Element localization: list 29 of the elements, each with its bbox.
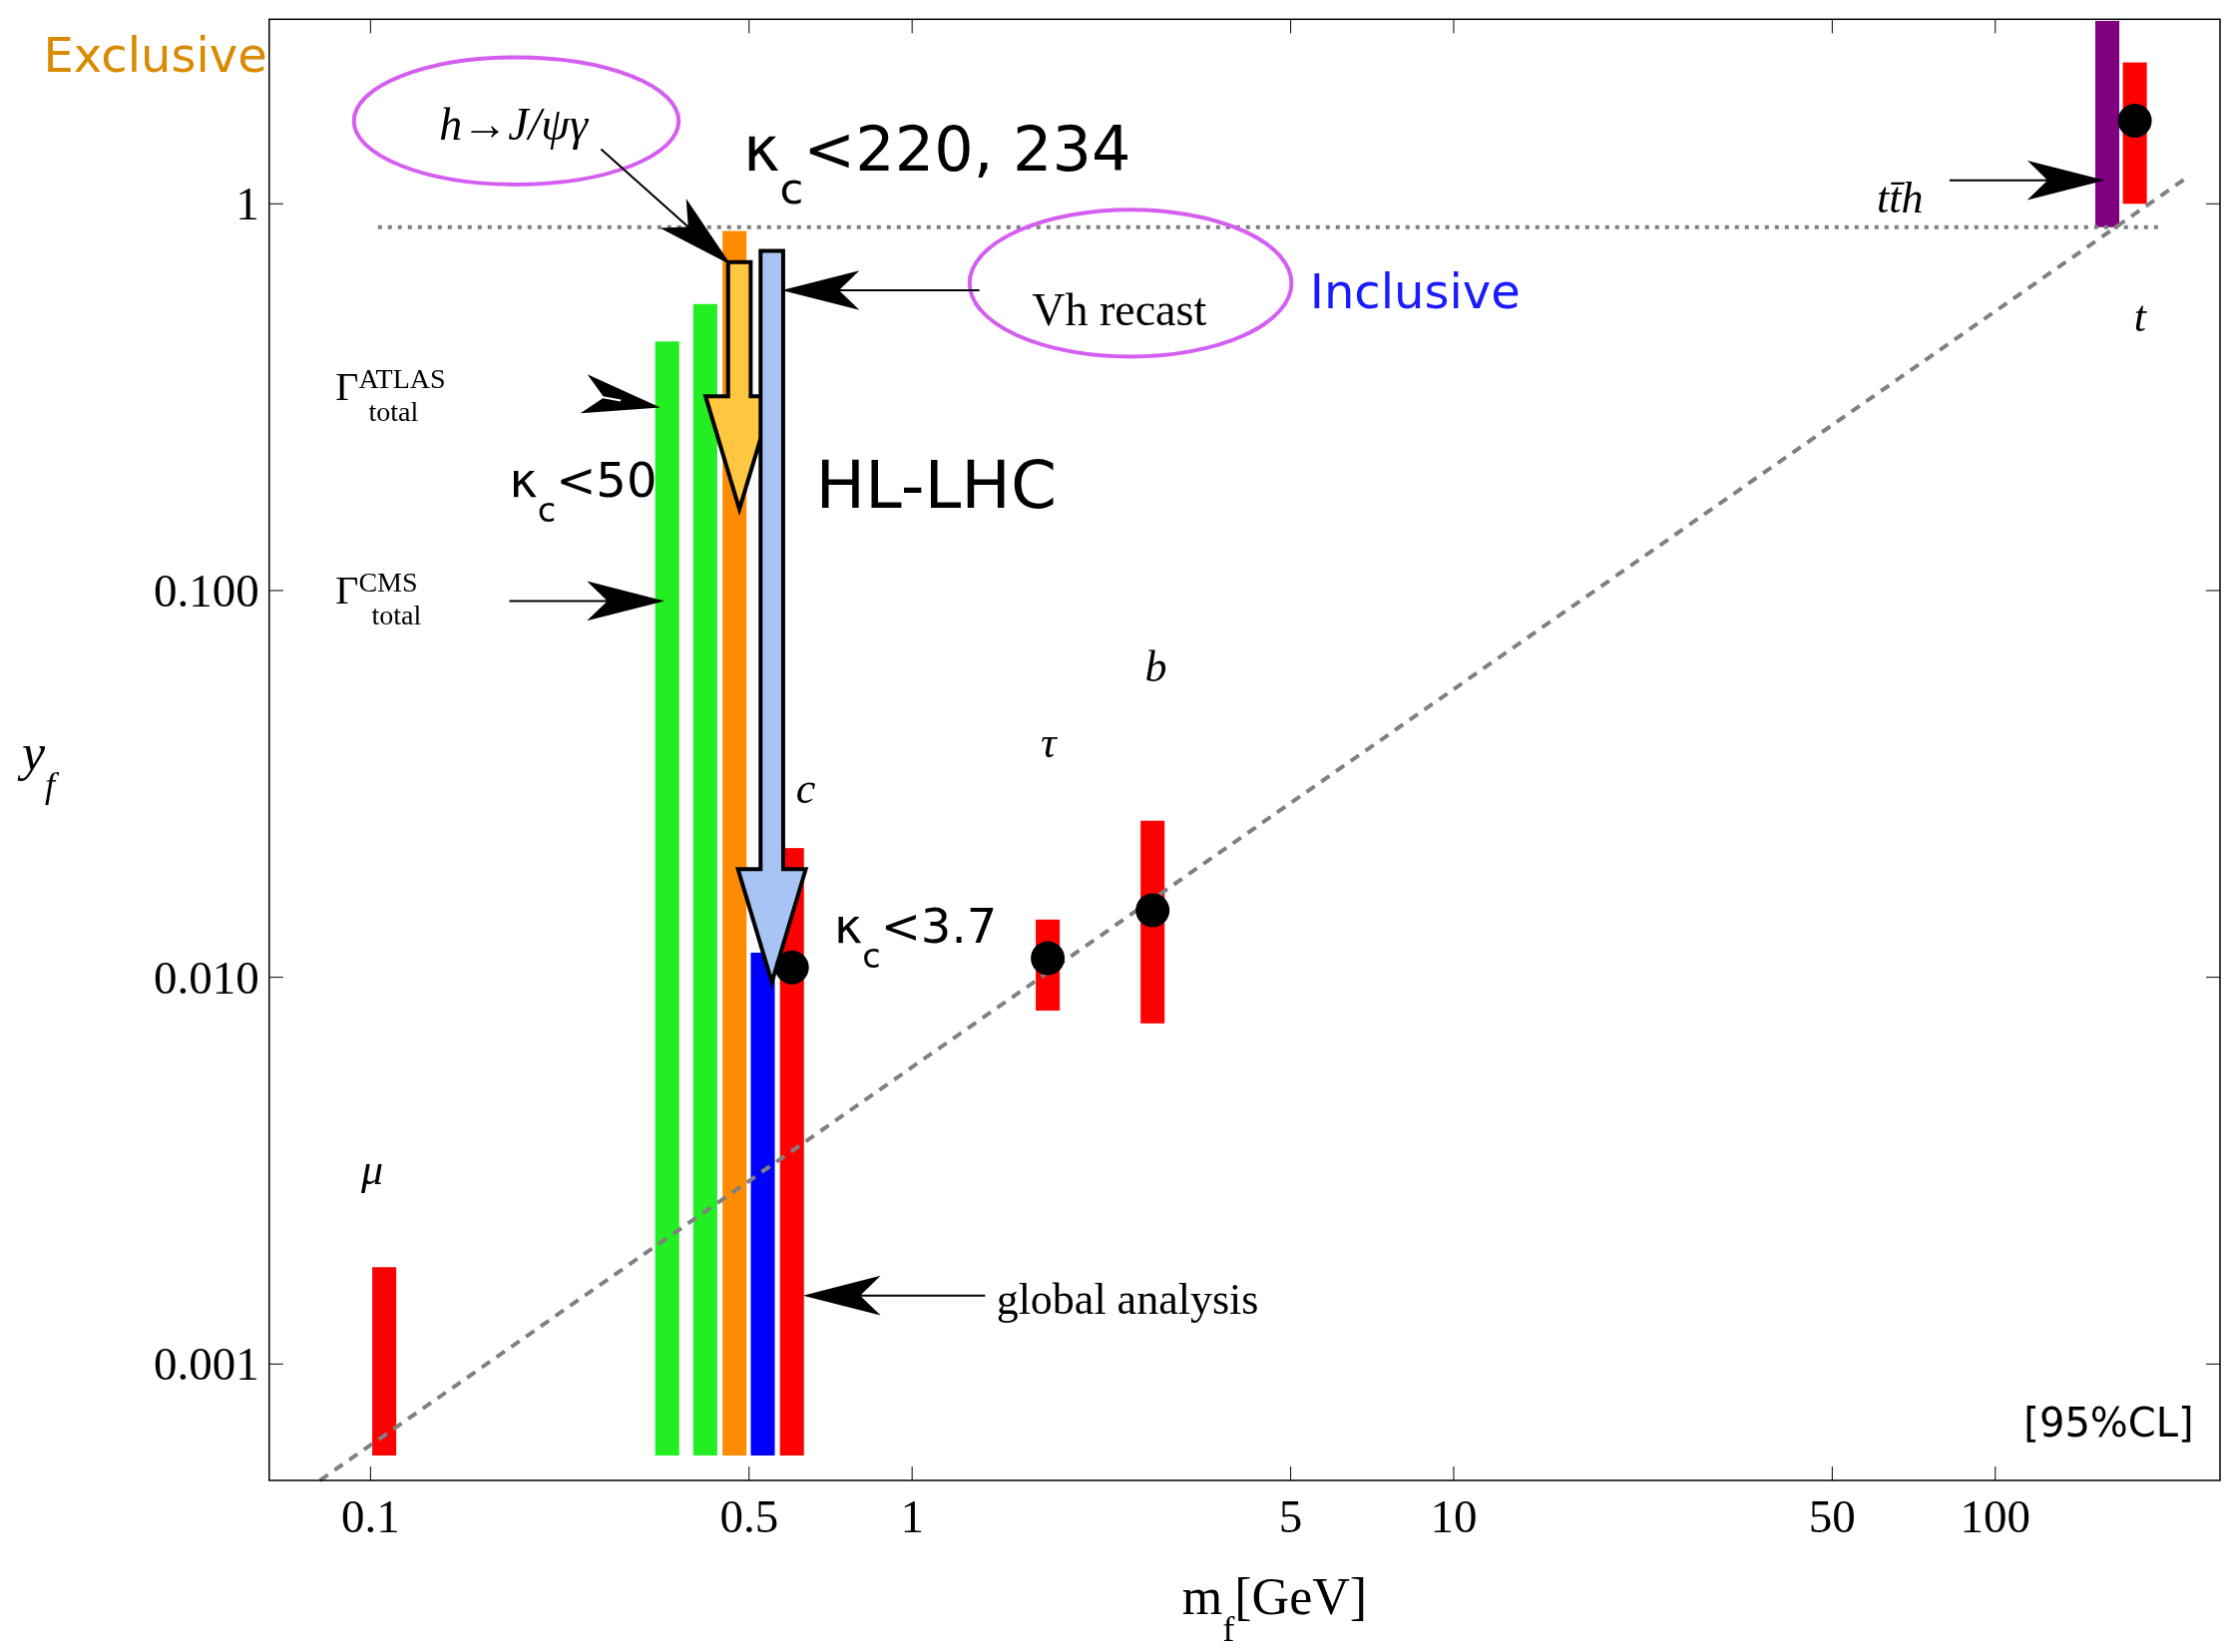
annotation: HL-LHC [815, 446, 1058, 524]
annotation: μ [360, 1144, 384, 1194]
x-tick-label: 0.5 [719, 1490, 779, 1543]
annotation: κ$_{c}$<220, 234 [742, 113, 1131, 213]
annotation: [95%CL] [2023, 1400, 2194, 1446]
annotation: h→J/ψγ [439, 99, 590, 151]
annotation: tt̄h [1877, 174, 1924, 223]
x-tick-label: 0.1 [340, 1490, 400, 1543]
y-tick-label: 0.001 [154, 1338, 259, 1391]
annotation: global analysis [996, 1275, 1259, 1325]
annotation: Vh recast [1032, 283, 1207, 335]
x-tick-label: 100 [1960, 1490, 2030, 1543]
text: Exclusive [43, 26, 267, 83]
annotation: b [1144, 641, 1167, 691]
x-tick-label: 5 [1278, 1490, 1303, 1543]
x-axis-title: m$_{f}$[GeV] [1181, 1568, 1368, 1650]
annotation: κ$_{c}$<50 [509, 451, 658, 530]
annotation: t [2133, 291, 2148, 341]
y-axis-title: y$_{f}$ [17, 724, 61, 806]
y-tick-label: 1 [235, 178, 259, 230]
annotation: Inclusive [1309, 263, 1521, 320]
annotation: κ$_{c}$<3.7 [833, 897, 998, 977]
annotation: τ [1041, 718, 1060, 768]
x-tick-label: 1 [900, 1490, 924, 1543]
x-tick-label: 10 [1430, 1490, 1478, 1543]
x-tick-label: 50 [1808, 1490, 1856, 1543]
annotation: c [795, 763, 816, 813]
y-tick-label: 0.100 [154, 564, 259, 617]
y-tick-label: 0.010 [154, 951, 259, 1004]
